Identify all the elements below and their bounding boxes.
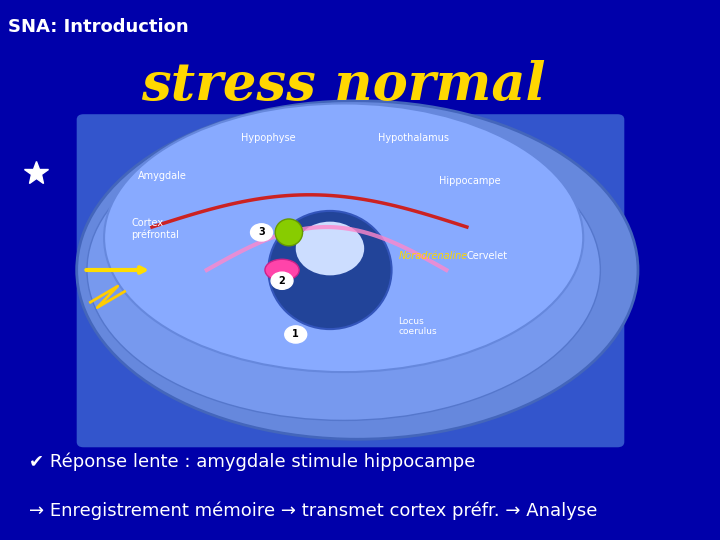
- Text: Cortex
préfrontal: Cortex préfrontal: [132, 218, 179, 240]
- Text: stress normal: stress normal: [141, 60, 546, 111]
- Text: → Enregistrement mémoire → transmet cortex préfr. → Analyse: → Enregistrement mémoire → transmet cort…: [29, 501, 597, 519]
- Ellipse shape: [296, 221, 364, 275]
- Circle shape: [271, 272, 293, 289]
- Text: Hippocampe: Hippocampe: [439, 176, 501, 186]
- Ellipse shape: [87, 119, 600, 421]
- Text: Hypothalamus: Hypothalamus: [378, 133, 449, 143]
- Text: Hypophyse: Hypophyse: [241, 133, 296, 143]
- Text: ✔ Réponse lente : amygdale stimule hippocampe: ✔ Réponse lente : amygdale stimule hippo…: [29, 453, 475, 471]
- Text: SNA: Introduction: SNA: Introduction: [8, 17, 189, 36]
- Text: Cervelet: Cervelet: [467, 251, 508, 261]
- FancyBboxPatch shape: [77, 114, 624, 447]
- Text: 2: 2: [279, 276, 285, 286]
- Circle shape: [285, 326, 307, 343]
- Text: Amygdale: Amygdale: [138, 171, 187, 181]
- Ellipse shape: [275, 219, 302, 246]
- Ellipse shape: [77, 101, 638, 439]
- Ellipse shape: [269, 211, 392, 329]
- Ellipse shape: [104, 104, 583, 372]
- Text: Locus
coerulus: Locus coerulus: [398, 317, 437, 336]
- Text: Noradrénaline: Noradrénaline: [398, 251, 468, 261]
- Text: 1: 1: [292, 329, 299, 340]
- Text: 3: 3: [258, 227, 265, 238]
- Circle shape: [251, 224, 272, 241]
- Ellipse shape: [265, 259, 299, 281]
